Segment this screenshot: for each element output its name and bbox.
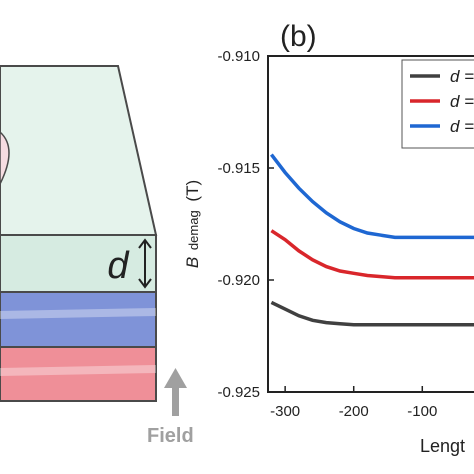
layer-stack-diagram: d Field	[0, 65, 194, 447]
series-line-3	[270, 153, 474, 240]
legend-label-2: d =	[450, 92, 474, 111]
blue-layer	[0, 291, 157, 348]
y-axis-subscript: demag	[186, 210, 201, 250]
field-arrow-icon	[164, 368, 187, 416]
panel-label: (b)	[280, 20, 317, 53]
chart: (b) -0.925 -0.920 -0.915 -0.910 -300 -200 -10…	[183, 20, 474, 456]
y-tick-label: -0.915	[217, 160, 260, 177]
top-layer-face	[0, 65, 158, 236]
series-line-2	[270, 229, 474, 280]
y-axis-label: B demag (T)	[183, 180, 202, 268]
y-tick-label: -0.910	[217, 48, 260, 65]
x-tick-label: -200	[339, 403, 369, 420]
legend-label-3: d =	[450, 117, 474, 136]
y-axis-symbol: B	[183, 257, 202, 268]
x-tick-label: -100	[407, 403, 437, 420]
bubble-shape	[0, 130, 10, 185]
thickness-label: d	[107, 245, 130, 287]
legend-label-1: d =	[450, 67, 474, 86]
y-tick-label: -0.920	[217, 272, 260, 289]
x-axis-label: Lengt	[420, 436, 465, 456]
top-layer-side	[0, 234, 157, 293]
red-layer	[0, 346, 157, 402]
y-axis-ticks: -0.925 -0.920 -0.915 -0.910	[217, 48, 274, 401]
series-line-1	[270, 300, 474, 327]
plot-frame	[267, 55, 474, 393]
legend: d = d = d =	[401, 59, 474, 149]
thickness-arrow-icon	[138, 238, 152, 289]
x-tick-label: -300	[270, 403, 300, 420]
series-group	[270, 153, 474, 327]
y-axis-unit: (T)	[183, 180, 202, 202]
y-tick-label: -0.925	[217, 384, 260, 401]
x-axis-ticks: -300 -200 -100	[270, 386, 437, 420]
field-label: Field	[147, 425, 194, 447]
